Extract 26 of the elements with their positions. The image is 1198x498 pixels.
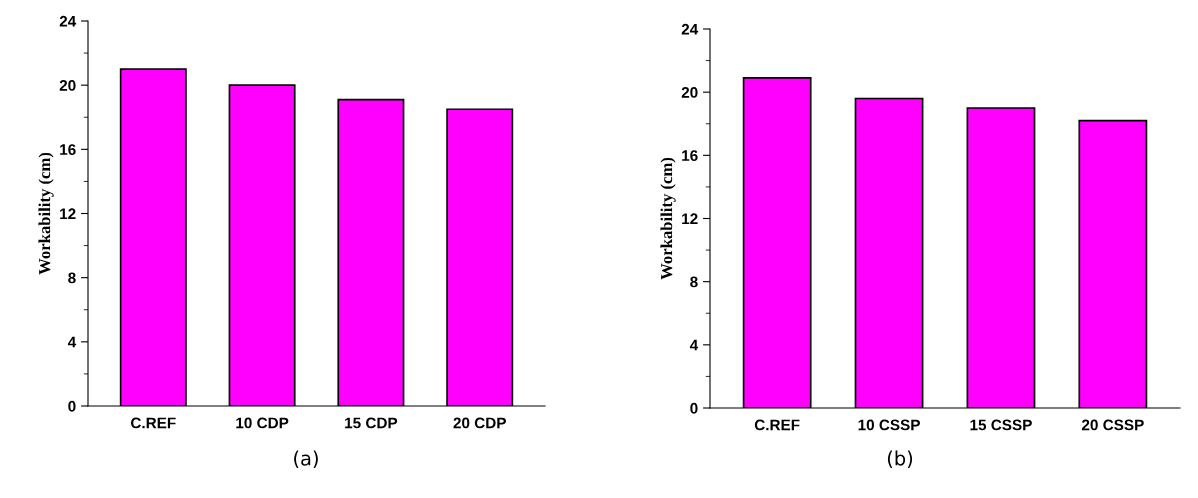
x-tick-label: C.REF xyxy=(754,419,800,431)
y-tick-label: 16 xyxy=(682,150,698,162)
text: (a) xyxy=(294,450,318,468)
text: (b) xyxy=(887,450,913,468)
y-tick-label: 12 xyxy=(682,213,698,225)
x-tick-label: 10 CDP xyxy=(236,417,289,429)
y-tick-label: 12 xyxy=(60,208,76,220)
y-tick-label: 4 xyxy=(689,339,699,351)
y-tick-label: 0 xyxy=(690,402,698,414)
y-axis-title: Workability (cm) xyxy=(660,157,676,280)
y-tick-label: 8 xyxy=(690,276,698,288)
y-tick-label: 0 xyxy=(68,400,76,412)
y-tick-label: 24 xyxy=(59,15,77,27)
y-tick-label: 20 xyxy=(681,87,698,98)
x-tick-label: 10 CSSP xyxy=(858,419,920,431)
x-tick-label: 15 CSSP xyxy=(970,419,1032,431)
y-tick-label: 16 xyxy=(60,144,76,156)
y-tick-label: 4 xyxy=(67,336,77,348)
y-tick-label: 8 xyxy=(68,272,76,284)
y-tick-label: 24 xyxy=(681,23,699,35)
x-tick-label: 20 CDP xyxy=(453,417,506,429)
x-tick-label: C.REF xyxy=(131,417,176,429)
x-tick-label: 20 CSSP xyxy=(1081,419,1144,431)
y-axis-title: Workability (cm) xyxy=(38,152,54,275)
x-tick-label: 15 CDP xyxy=(345,417,398,429)
y-tick-label: 20 xyxy=(59,80,76,91)
